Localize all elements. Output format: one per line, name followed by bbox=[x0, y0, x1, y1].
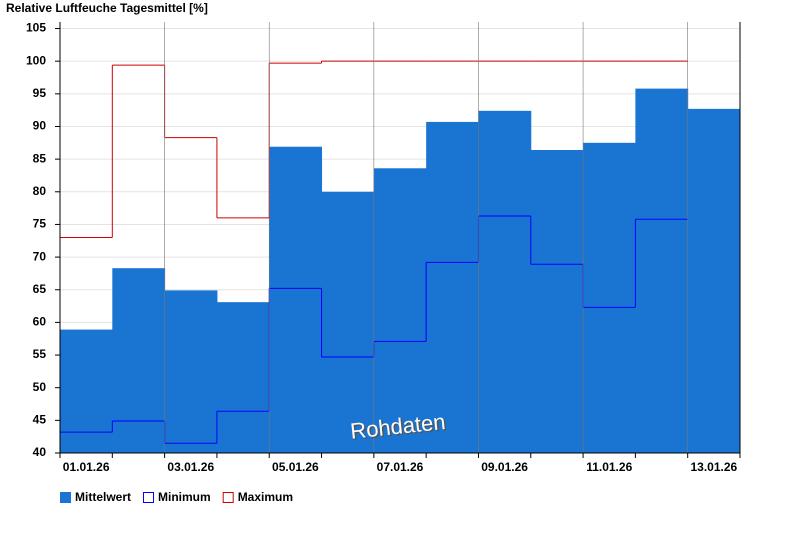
legend-label: Maximum bbox=[238, 490, 293, 504]
chart-title: Relative Luftfeuche Tagesmittel [%] bbox=[6, 1, 208, 15]
bar bbox=[530, 149, 584, 453]
legend-swatch bbox=[143, 492, 155, 503]
y-tick-label: 70 bbox=[33, 249, 47, 263]
y-tick-label: 65 bbox=[33, 282, 47, 296]
y-tick-label: 95 bbox=[33, 86, 47, 100]
x-tick-label: 03.01.26 bbox=[167, 460, 214, 474]
y-tick-label: 55 bbox=[33, 347, 47, 361]
y-tick-label: 50 bbox=[33, 380, 47, 394]
bar bbox=[373, 168, 427, 453]
legend-swatch bbox=[222, 492, 234, 503]
bar bbox=[269, 146, 323, 453]
y-tick-label: 45 bbox=[33, 413, 47, 427]
y-tick-label: 80 bbox=[33, 184, 47, 198]
x-tick-label: 09.01.26 bbox=[481, 460, 528, 474]
bar bbox=[60, 329, 113, 453]
legend-label: Minimum bbox=[158, 490, 211, 504]
x-tick-label: 01.01.26 bbox=[63, 460, 110, 474]
bar bbox=[426, 121, 479, 453]
bar bbox=[112, 268, 166, 453]
y-tick-label: 75 bbox=[33, 217, 47, 231]
y-tick-label: 60 bbox=[33, 315, 47, 329]
y-tick-label: 105 bbox=[26, 21, 46, 35]
x-tick-label: 13.01.26 bbox=[690, 460, 737, 474]
x-tick-label: 05.01.26 bbox=[272, 460, 319, 474]
legend-label: Mittelwert bbox=[75, 490, 131, 504]
bar bbox=[478, 110, 532, 453]
bar bbox=[216, 302, 270, 453]
bar bbox=[321, 191, 375, 453]
y-tick-label: 85 bbox=[33, 151, 47, 165]
x-tick-label: 11.01.26 bbox=[586, 460, 632, 474]
x-tick-label: 07.01.26 bbox=[377, 460, 424, 474]
y-tick-label: 100 bbox=[26, 53, 46, 67]
y-tick-label: 40 bbox=[33, 445, 47, 459]
bar bbox=[635, 88, 689, 453]
bar bbox=[583, 142, 636, 453]
bar bbox=[687, 108, 741, 453]
bar bbox=[164, 290, 218, 453]
y-tick-label: 90 bbox=[33, 119, 47, 133]
legend-swatch bbox=[60, 492, 71, 503]
